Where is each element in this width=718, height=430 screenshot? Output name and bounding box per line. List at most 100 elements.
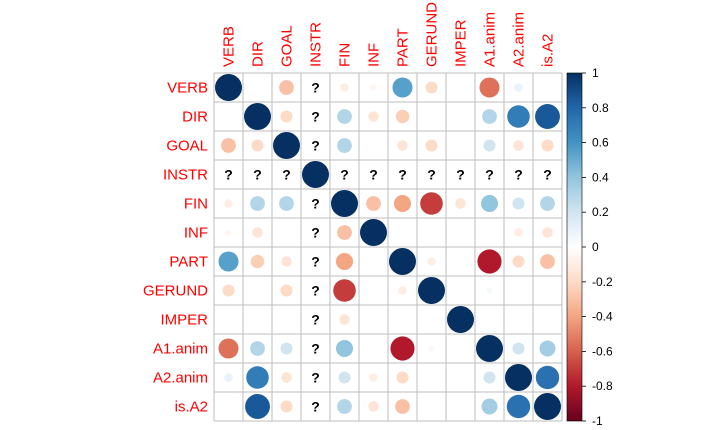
cell-circle: [273, 132, 300, 159]
cell-circle: [507, 105, 530, 128]
cell-circle: [476, 335, 503, 362]
cell-missing: ?: [311, 138, 320, 154]
cell-circle: [418, 277, 445, 304]
colorbar: 1 0.8 0.6 0.4 0.2 0 -0.2 -0.4 -0.6 -0.8 -1: [566, 66, 613, 428]
row-label: GOAL: [166, 138, 208, 155]
cell-circle: [512, 342, 525, 355]
cell-circle: [540, 254, 555, 269]
cell-circle: [224, 199, 233, 208]
column-labels: VERB DIR GOAL INSTR FIN INF PART GERUND IMPER A1.…: [221, 2, 557, 67]
cell-missing: ?: [311, 254, 320, 270]
colorbar-tick-label: -0.4: [592, 310, 613, 324]
cell-circle: [395, 109, 410, 124]
cell-circle: [337, 225, 352, 240]
cell-missing: ?: [398, 167, 407, 183]
cell-circle: [245, 394, 270, 419]
column-label: A2.anim: [511, 12, 528, 67]
cell-circle: [221, 138, 236, 153]
cell-missing: ?: [311, 341, 320, 357]
cell-missing: ?: [253, 167, 262, 183]
row-label: DIR: [182, 109, 208, 126]
cell-circle: [252, 227, 263, 238]
cell-circle: [246, 366, 269, 389]
cell-circle: [335, 339, 354, 358]
cell-circle: [542, 227, 553, 238]
cell-circle: [513, 140, 524, 151]
cell-circle: [425, 139, 438, 152]
cell-circle: [447, 306, 474, 333]
cell-circle: [337, 109, 352, 124]
cell-circle: [280, 400, 293, 413]
cell-circle: [339, 314, 350, 325]
cell-circle: [337, 138, 352, 153]
row-label: is.A2: [175, 399, 208, 416]
cell-circle: [280, 110, 293, 123]
cell-circle: [337, 399, 352, 414]
cell-circle: [222, 284, 235, 297]
cell-missing: ?: [427, 167, 436, 183]
cell-circle: [506, 394, 531, 419]
column-label: DIR: [250, 41, 267, 67]
colorbar-tick-label: 0.4: [592, 170, 609, 184]
column-label: INSTR: [308, 22, 325, 67]
cell-missing: ?: [514, 167, 523, 183]
cell-missing: ?: [456, 167, 465, 183]
column-label: INF: [366, 43, 383, 67]
grid: [213, 72, 563, 422]
cell-circle: [279, 80, 294, 95]
cell-circle: [340, 83, 349, 92]
cell-circle: [535, 365, 560, 390]
cell-circle: [389, 248, 416, 275]
colorbar-tick-label: -1: [592, 414, 603, 428]
row-label: VERB: [167, 80, 208, 97]
column-label: is.A2: [540, 34, 557, 67]
cell-circle: [366, 196, 381, 211]
cell-circle: [244, 103, 271, 130]
colorbar-tick-label: -0.8: [592, 379, 613, 393]
cell-circle: [333, 279, 356, 302]
cell-circle: [281, 372, 292, 383]
cell-circle: [541, 139, 554, 152]
cell-circle: [534, 393, 561, 420]
row-label: A2.anim: [153, 370, 208, 387]
colorbar-tick-label: 0: [592, 240, 599, 254]
cell-circle: [398, 286, 407, 295]
cell-circle: [360, 219, 387, 246]
cell-missing: ?: [311, 225, 320, 241]
cell-circle: [251, 139, 264, 152]
cell-circle: [514, 228, 523, 237]
cell-missing: ?: [311, 80, 320, 96]
cell-circle: [540, 196, 555, 211]
colorbar-tick-label: 0.8: [592, 101, 609, 115]
cell-circle: [281, 256, 292, 267]
cell-circle: [250, 341, 265, 356]
cell-circle: [369, 373, 378, 382]
cell-circle: [250, 196, 265, 211]
cell-circle: [455, 198, 466, 209]
cell-circle: [397, 140, 408, 151]
cell-circle: [302, 161, 329, 188]
cell-circle: [486, 287, 493, 294]
cell-circle: [512, 255, 525, 268]
row-label: IMPER: [160, 312, 208, 329]
cell-circle: [480, 194, 499, 213]
cell-circle: [427, 257, 436, 266]
colorbar-tick-label: 1: [592, 66, 599, 80]
cell-circle: [335, 252, 354, 271]
cell-missing: ?: [543, 167, 552, 183]
cell-circle: [218, 338, 239, 359]
colorbar-tick-label: -0.2: [592, 275, 613, 289]
cell-circle: [483, 139, 496, 152]
cell-missing: ?: [224, 167, 233, 183]
cell-missing: ?: [311, 109, 320, 125]
cell-missing: ?: [311, 399, 320, 415]
colorbar-tick-label: 0.6: [592, 136, 609, 150]
cell-circle: [390, 336, 415, 361]
cell-missing: ?: [311, 370, 320, 386]
cell-missing: ?: [311, 283, 320, 299]
cell-circle: [280, 284, 293, 297]
cell-circle: [331, 190, 358, 217]
row-label: A1.anim: [153, 341, 208, 358]
cell-circle: [215, 74, 242, 101]
